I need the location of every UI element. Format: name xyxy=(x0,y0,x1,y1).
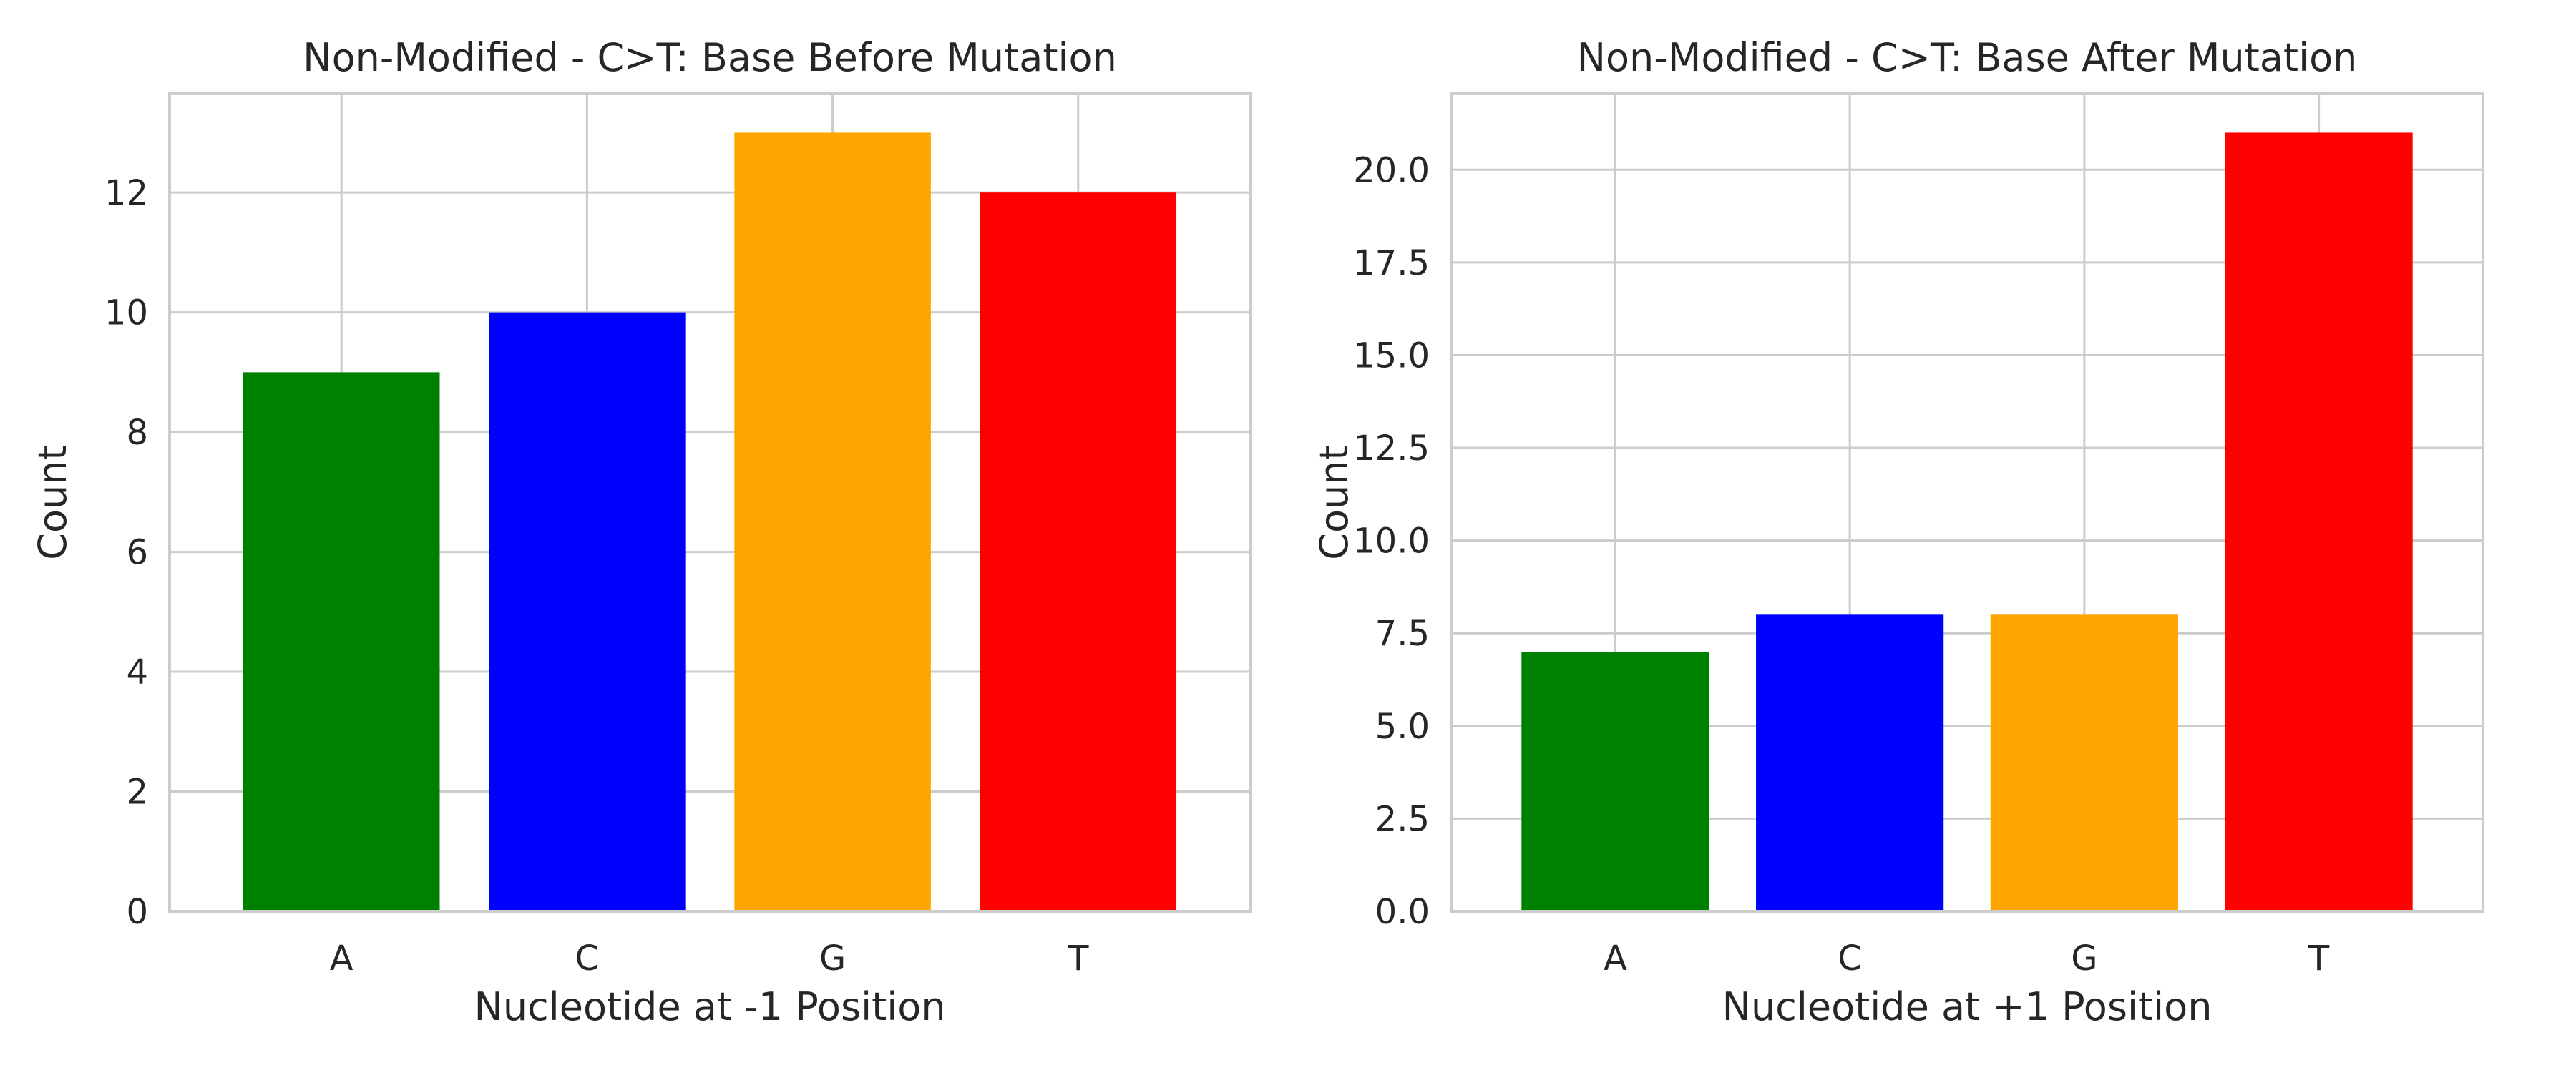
y-tick-label: 12.5 xyxy=(1353,428,1430,469)
plot-frame xyxy=(1450,92,2484,913)
y-tick-label: 5.0 xyxy=(1375,707,1430,747)
x-tick-label: G xyxy=(2071,939,2097,979)
bar-g xyxy=(1990,614,2178,911)
x-tick-label: A xyxy=(1604,939,1627,979)
y-tick-label: 2 xyxy=(126,773,148,813)
x-axis-label: Nucleotide at +1 Position xyxy=(1722,984,2212,1029)
y-tick-label: 12 xyxy=(104,173,148,213)
y-tick-label: 0 xyxy=(126,892,148,932)
y-tick-label: 4 xyxy=(126,652,148,692)
x-tick-label: T xyxy=(2308,939,2330,979)
x-tick-label: C xyxy=(1838,939,1862,979)
y-tick-label: 10 xyxy=(104,293,148,333)
bar-c xyxy=(1756,614,1944,911)
y-tick-label: 6 xyxy=(126,533,148,573)
x-tick-label: T xyxy=(1067,939,1089,979)
chart-before-mutation: Non-Modified - C>T: Base Before Mutation… xyxy=(30,35,1252,1029)
bar-a xyxy=(243,372,440,911)
y-tick-label: 0.0 xyxy=(1375,892,1430,932)
bar-g xyxy=(734,132,931,911)
bar-t xyxy=(980,192,1177,912)
y-axis-label: Count xyxy=(1312,445,1357,559)
bar-a xyxy=(1521,652,1709,911)
y-tick-label: 20.0 xyxy=(1353,150,1430,190)
x-tick-label: G xyxy=(819,939,846,979)
y-tick-label: 17.5 xyxy=(1353,243,1430,283)
y-tick-label: 2.5 xyxy=(1375,799,1430,839)
bar-c xyxy=(489,312,686,912)
y-tick-label: 7.5 xyxy=(1375,614,1430,654)
plot-frame xyxy=(168,92,1252,913)
x-axis-label: Nucleotide at -1 Position xyxy=(474,984,945,1029)
y-tick-label: 15.0 xyxy=(1353,335,1430,376)
y-tick-label: 10.0 xyxy=(1353,521,1430,562)
y-tick-label: 8 xyxy=(126,413,148,453)
x-tick-label: A xyxy=(330,939,353,979)
x-tick-label: C xyxy=(575,939,600,979)
chart-after-mutation: Non-Modified - C>T: Base After Mutation … xyxy=(1312,35,2484,1029)
bar-t xyxy=(2225,132,2413,911)
chart-title: Non-Modified - C>T: Base After Mutation xyxy=(1577,35,2358,80)
y-axis-label: Count xyxy=(30,445,75,559)
chart-title: Non-Modified - C>T: Base Before Mutation xyxy=(303,35,1117,80)
